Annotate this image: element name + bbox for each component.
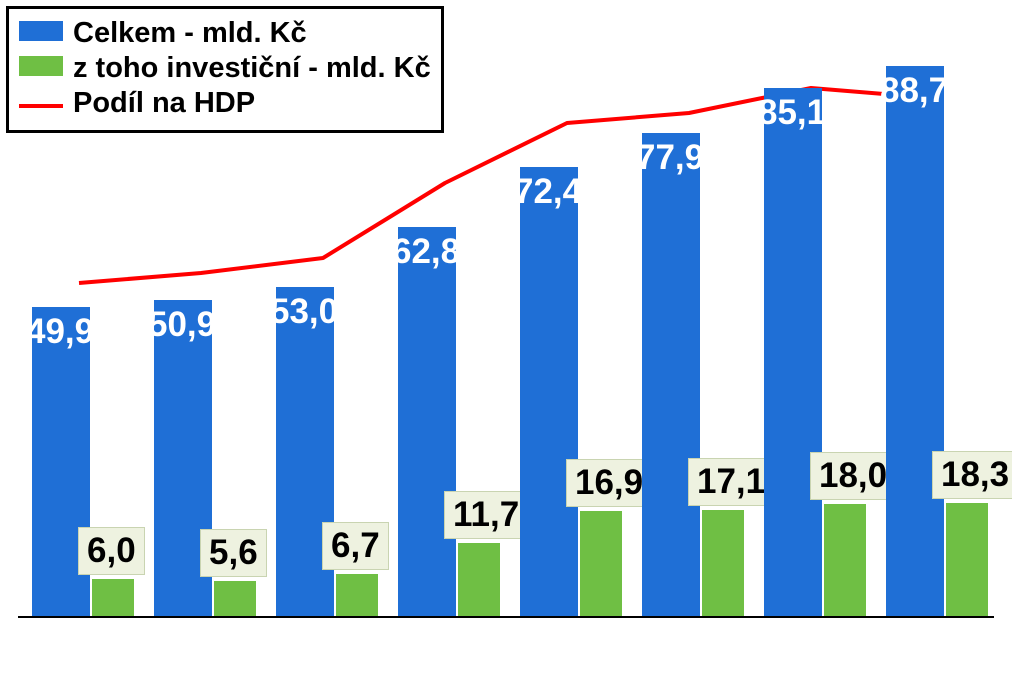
bar-total <box>398 227 456 616</box>
bar-invest-label: 17,1 <box>688 458 774 506</box>
legend-label: Podíl na HDP <box>73 87 255 120</box>
bar-invest-label: 16,9 <box>566 459 652 507</box>
bar-invest <box>702 510 744 616</box>
bar-invest <box>580 511 622 616</box>
bar-total-label: 88,7 <box>880 71 948 111</box>
legend: Celkem - mld. Kčz toho investiční - mld.… <box>6 6 444 133</box>
bar-total-label: 72,4 <box>514 172 582 212</box>
bar-invest <box>336 574 378 616</box>
x-axis-baseline <box>18 616 994 618</box>
bar-total <box>886 66 944 616</box>
bar-invest <box>946 503 988 616</box>
legend-item: Podíl na HDP <box>19 87 431 120</box>
bar-invest <box>824 504 866 616</box>
bar-total-label: 85,1 <box>758 93 826 133</box>
bar-invest-label: 5,6 <box>200 529 267 577</box>
bar-invest <box>214 581 256 616</box>
combo-bar-line-chart: 49,9 6,0 50,9 5,6 53,0 6,7 62,8 11,7 72,4 16,9 77,… <box>0 0 1012 673</box>
bar-invest-label: 11,7 <box>444 491 528 539</box>
legend-item: Celkem - mld. Kč <box>19 17 431 50</box>
legend-swatch-line <box>19 95 63 113</box>
legend-swatch-box <box>19 56 63 81</box>
bar-invest <box>458 543 500 616</box>
bar-total <box>764 88 822 616</box>
bar-total <box>520 167 578 616</box>
bar-total-label: 62,8 <box>392 232 460 272</box>
bar-total-label: 50,9 <box>148 305 216 345</box>
bar-invest-label: 18,3 <box>932 451 1012 499</box>
bar-total <box>642 133 700 616</box>
bar-invest-label: 6,0 <box>78 527 145 575</box>
legend-item: z toho investiční - mld. Kč <box>19 52 431 85</box>
bar-invest-label: 18,0 <box>810 452 896 500</box>
legend-label: Celkem - mld. Kč <box>73 17 307 50</box>
bar-total-label: 49,9 <box>26 312 94 352</box>
bar-total-label: 77,9 <box>636 138 704 178</box>
bar-invest-label: 6,7 <box>322 522 389 570</box>
bar-invest <box>92 579 134 616</box>
bar-total-label: 53,0 <box>270 292 338 332</box>
legend-swatch-box <box>19 21 63 46</box>
legend-label: z toho investiční - mld. Kč <box>73 52 431 85</box>
